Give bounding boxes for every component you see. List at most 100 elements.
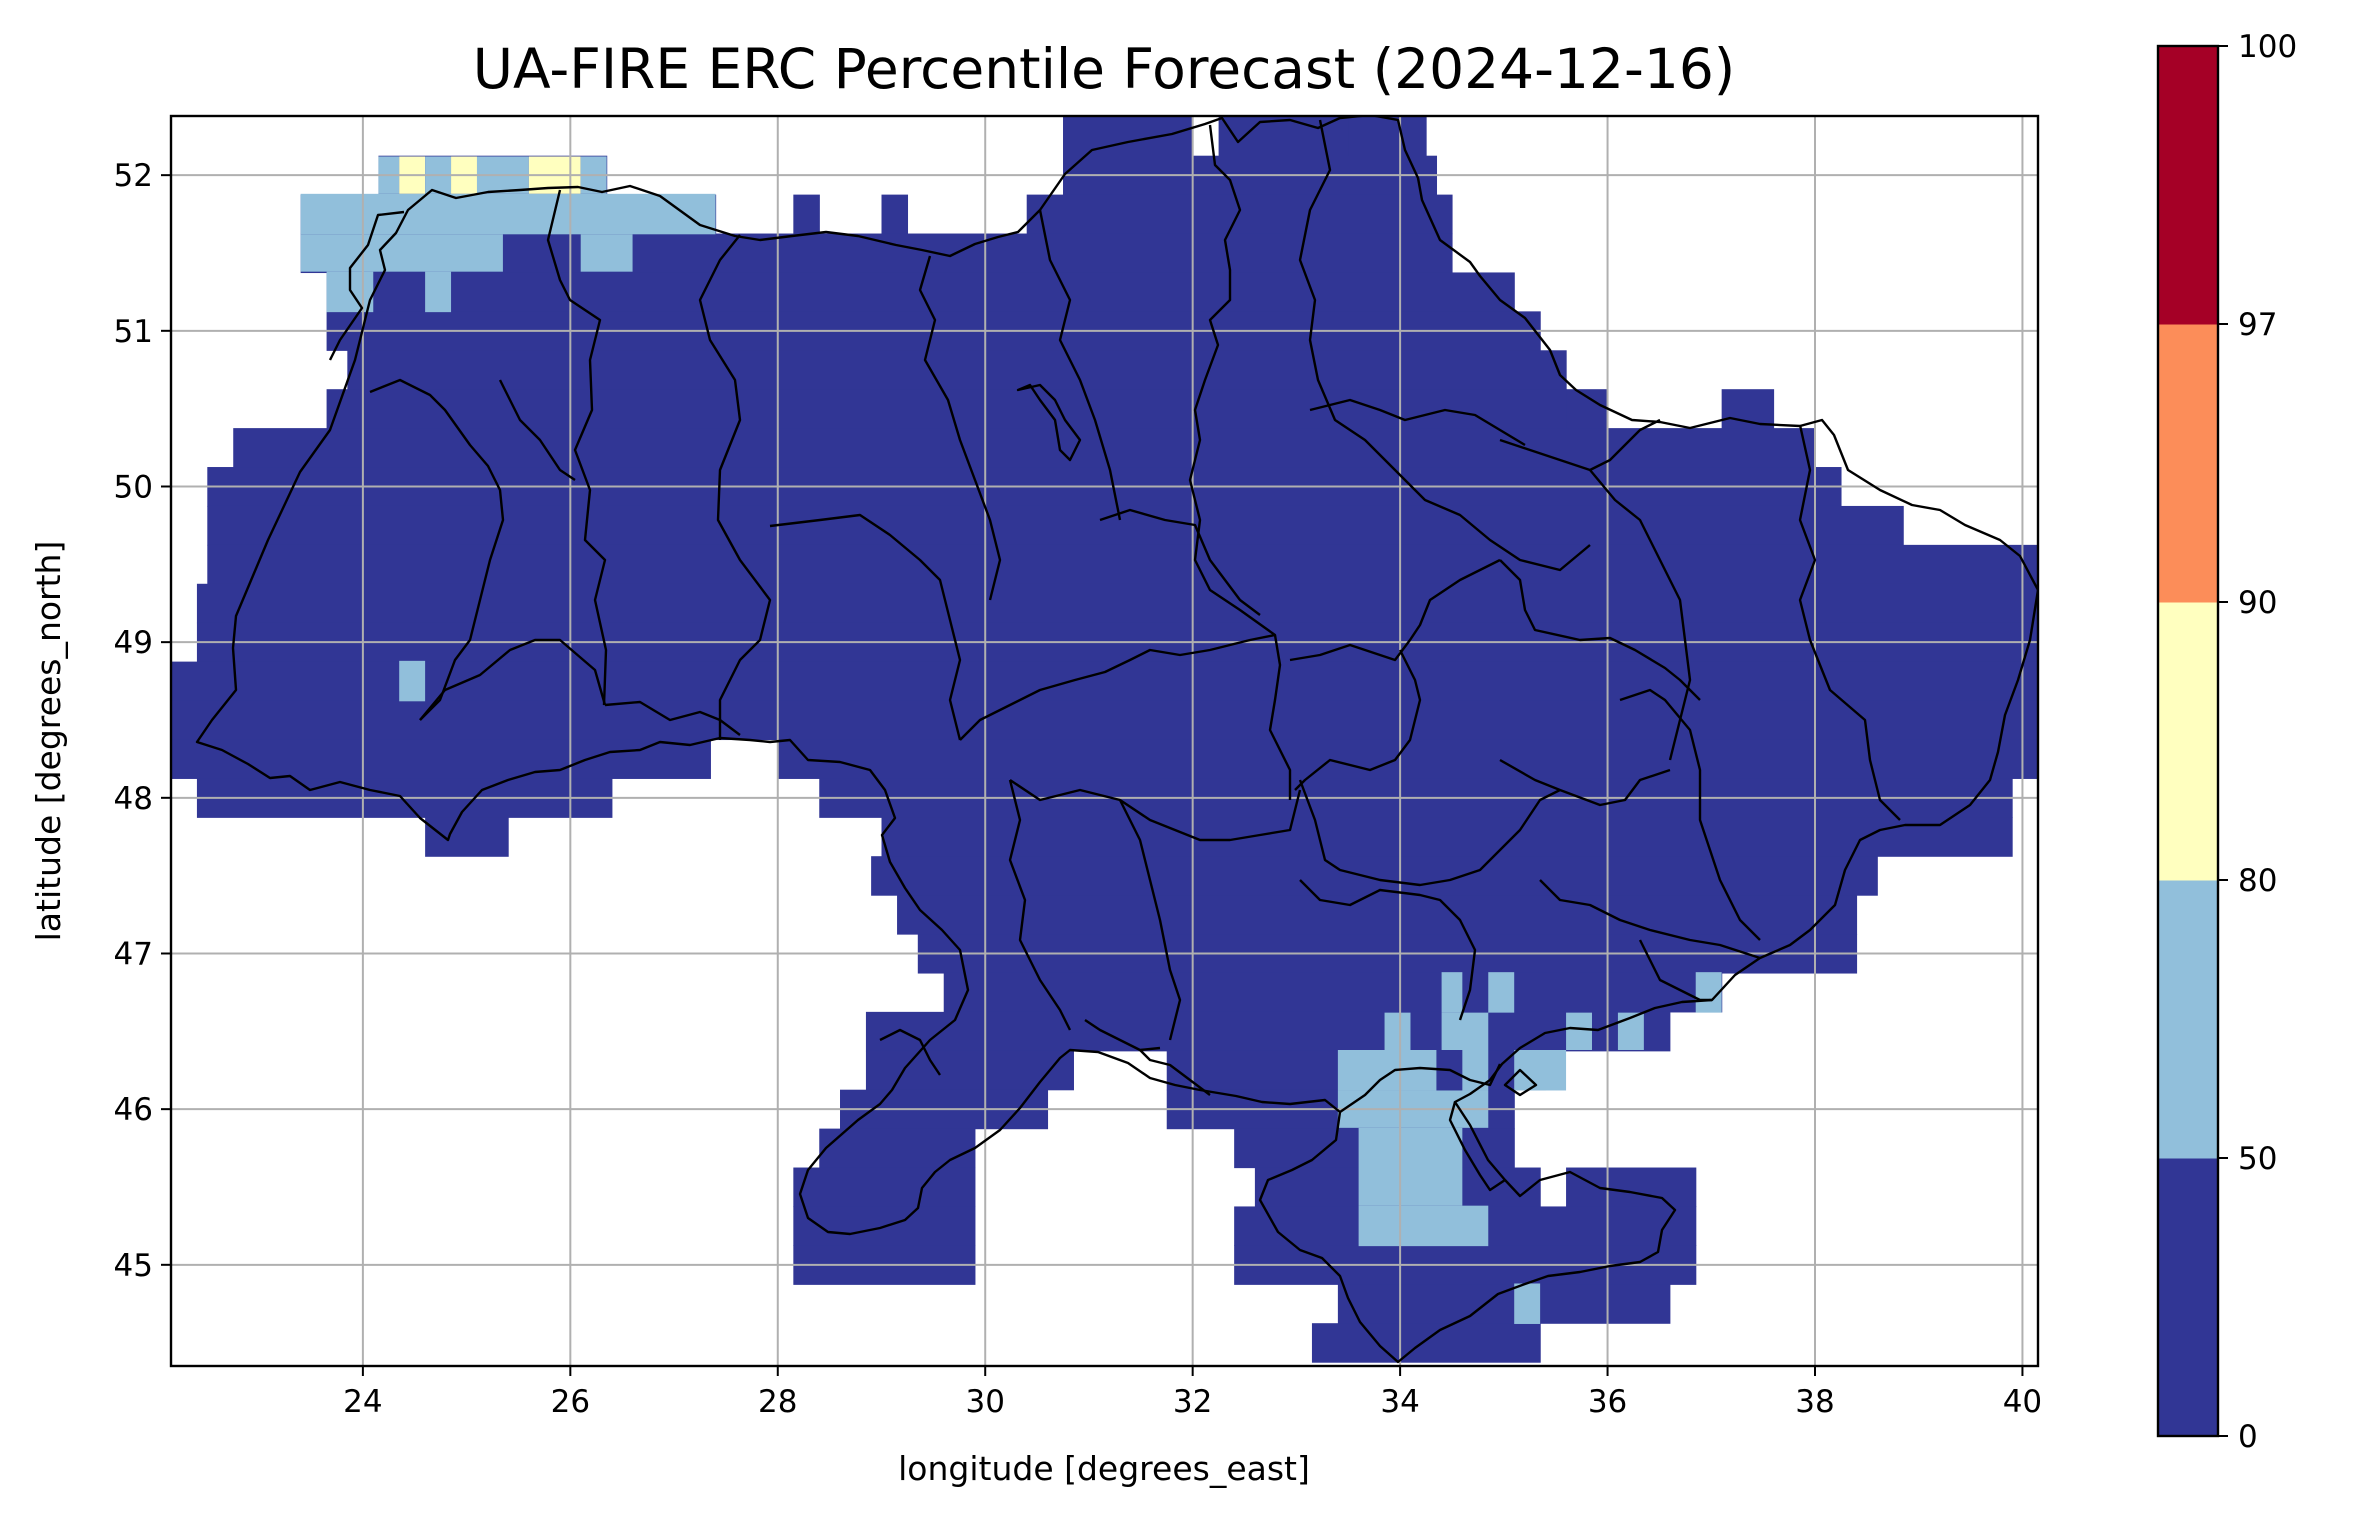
gridlines bbox=[171, 116, 2038, 1366]
heatmap-cell bbox=[777, 739, 2038, 779]
oblast-border bbox=[918, 255, 1002, 601]
y-tick-label: 45 bbox=[114, 1248, 153, 1284]
heatmap-cell bbox=[300, 193, 716, 235]
y-tick-label: 52 bbox=[114, 158, 153, 194]
oblast-border bbox=[1009, 779, 1302, 842]
heatmap-cell bbox=[326, 389, 1567, 429]
heatmap-cell bbox=[207, 505, 1904, 546]
heatmap-cell bbox=[580, 234, 633, 272]
heatmap-cell bbox=[1566, 1167, 1697, 1208]
x-tick-label: 40 bbox=[2003, 1384, 2042, 1420]
oblast-border bbox=[1499, 758, 1671, 807]
oblast-border bbox=[1298, 119, 1591, 572]
colorbar-segment bbox=[2158, 602, 2218, 881]
heatmap-cell bbox=[1566, 1012, 1592, 1050]
oblast-border bbox=[1016, 383, 1082, 462]
x-tick-label: 28 bbox=[758, 1384, 797, 1420]
oblast-border bbox=[879, 1028, 941, 1076]
oblast-border bbox=[1619, 688, 1761, 941]
heatmap-cell bbox=[1337, 1049, 1437, 1091]
heatmap-cell bbox=[207, 544, 2038, 585]
heatmap-cell bbox=[865, 1050, 1074, 1091]
heatmap-cell bbox=[1566, 389, 1609, 429]
heatmap-cell bbox=[1514, 1049, 1567, 1091]
colorbar-frame bbox=[2156, 44, 2220, 1438]
oblast-border bbox=[1499, 559, 1701, 701]
colorbar-tick-label: 100 bbox=[2238, 29, 2297, 65]
heatmap-cell bbox=[1514, 1283, 1541, 1324]
y-tick-label: 48 bbox=[114, 781, 153, 817]
colorbar-tick-label: 97 bbox=[2238, 307, 2277, 343]
heatmap-cell bbox=[1488, 972, 1515, 1013]
heatmap-cell bbox=[943, 972, 1723, 1013]
heatmap-cell bbox=[347, 350, 1567, 390]
colorbar-segment bbox=[2158, 46, 2218, 325]
oblast-border bbox=[1309, 398, 1526, 447]
heatmap-cell bbox=[1441, 972, 1463, 1013]
heatmap-cell bbox=[871, 856, 1878, 896]
oblast-border bbox=[546, 189, 608, 706]
y-tick-label: 51 bbox=[114, 314, 153, 350]
oblast-border bbox=[1084, 1019, 1161, 1052]
y-tick-label: 46 bbox=[114, 1092, 153, 1128]
x-tick-label: 34 bbox=[1380, 1384, 1419, 1420]
x-axis-label: longitude [degrees_east] bbox=[898, 1449, 1310, 1488]
y-axis-label: latitude [degrees_north] bbox=[29, 541, 68, 942]
plot-frame bbox=[169, 114, 2040, 1368]
oblast-border bbox=[1798, 424, 1901, 821]
heatmap-cell bbox=[793, 1167, 976, 1208]
x-axis-ticks: 24 26 28 30 32 34 36 38 40 bbox=[343, 1366, 2042, 1420]
oblast-border bbox=[328, 210, 405, 361]
heatmap-cell bbox=[1311, 1323, 1541, 1363]
chart-title: UA-FIRE ERC Percentile Forecast (2024-12… bbox=[473, 37, 1736, 101]
oblast-border bbox=[498, 379, 576, 481]
heatmap-cell bbox=[1695, 972, 1722, 1013]
x-tick-label: 38 bbox=[1795, 1384, 1834, 1420]
oblast-border bbox=[698, 234, 772, 740]
heatmap-cell bbox=[881, 194, 909, 235]
y-tick-label: 49 bbox=[114, 625, 153, 661]
colorbar-segment bbox=[2158, 1158, 2218, 1437]
heatmap-cell bbox=[1026, 194, 1453, 235]
heatmap-cell bbox=[1063, 116, 1194, 157]
heatmap-cell bbox=[1441, 1012, 1489, 1050]
y-tick-label: 50 bbox=[114, 469, 153, 505]
country-borders bbox=[195, 116, 2038, 1364]
heatmap-cell bbox=[300, 234, 503, 272]
x-tick-label: 32 bbox=[1173, 1384, 1212, 1420]
x-tick-label: 26 bbox=[551, 1384, 590, 1420]
colorbar-tick-label: 90 bbox=[2238, 585, 2277, 621]
heatmap-cell bbox=[865, 1011, 1671, 1052]
heatmap-cell bbox=[196, 583, 2038, 624]
oblast-border bbox=[1188, 124, 1292, 800]
oblast-border bbox=[959, 633, 1276, 741]
heatmap-cell bbox=[897, 895, 1858, 935]
oblast-border bbox=[1038, 209, 1122, 521]
x-tick-label: 36 bbox=[1588, 1384, 1627, 1420]
colorbar-tick-label: 50 bbox=[2238, 1141, 2277, 1177]
oblast-border bbox=[369, 378, 505, 721]
heatmap-cell bbox=[1358, 1127, 1463, 1206]
oblast-border bbox=[1503, 1068, 1538, 1097]
heatmap-cell bbox=[233, 428, 1816, 468]
colorbar-tick-label: 0 bbox=[2238, 1419, 2258, 1455]
oblast-border bbox=[1638, 939, 1712, 1002]
heatmap-cell bbox=[171, 739, 711, 779]
y-tick-label: 47 bbox=[114, 936, 153, 972]
heatmap-cell bbox=[171, 661, 2038, 702]
oblast-border bbox=[1289, 558, 1501, 662]
oblast-border bbox=[1099, 508, 1261, 616]
x-tick-label: 30 bbox=[965, 1384, 1004, 1420]
oblast-border bbox=[769, 513, 962, 741]
oblast-border bbox=[1299, 879, 1477, 1021]
heatmap-cell bbox=[171, 700, 2038, 741]
colorbar-segment bbox=[2158, 880, 2218, 1159]
oblast-border bbox=[1539, 879, 1761, 960]
y-axis-ticks: 45 46 47 48 49 50 51 52 bbox=[114, 158, 171, 1284]
oblast-border bbox=[1139, 1049, 1211, 1096]
oblast-border bbox=[1298, 779, 1561, 887]
colorbar-segment bbox=[2158, 324, 2218, 603]
oblast-border bbox=[1008, 779, 1072, 1031]
map-plot-area bbox=[171, 116, 2038, 1363]
